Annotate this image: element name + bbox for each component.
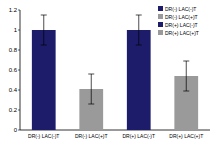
y-tick bbox=[18, 70, 20, 71]
marks bbox=[32, 15, 198, 130]
legend-swatch bbox=[158, 14, 163, 19]
y-tick bbox=[18, 50, 20, 51]
chart: 00.20.40.60.811.2DR(-) LAC(-)TDR(-) LAC(… bbox=[0, 0, 215, 150]
error-cap bbox=[136, 15, 142, 16]
error-line bbox=[43, 15, 44, 45]
error-cap bbox=[136, 45, 142, 46]
legend-label: DR(+) LAC(+)T bbox=[165, 30, 199, 36]
legend-swatch bbox=[158, 30, 163, 35]
y-tick-label: 0.6 bbox=[9, 67, 18, 73]
legend-label: DR(-) LAC(+)T bbox=[165, 14, 198, 20]
error-bar bbox=[183, 61, 189, 91]
chart-root: 00.20.40.60.811.2DR(-) LAC(-)TDR(-) LAC(… bbox=[0, 0, 215, 150]
y-tick bbox=[18, 30, 20, 31]
error-bar bbox=[88, 74, 94, 104]
error-bar bbox=[136, 15, 142, 45]
error-line bbox=[91, 74, 92, 104]
y-tick bbox=[18, 130, 20, 131]
y-tick bbox=[18, 10, 20, 11]
error-line bbox=[186, 61, 187, 91]
bar bbox=[127, 30, 151, 130]
x-tick-label: DR(+) LAC(+)T bbox=[169, 133, 203, 139]
y-tick-label: 1.2 bbox=[9, 7, 18, 13]
error-cap bbox=[41, 45, 47, 46]
y-tick-label: 1 bbox=[14, 27, 18, 33]
y-tick bbox=[18, 90, 20, 91]
y-tick-label: 0.2 bbox=[9, 107, 18, 113]
legend: DR(-) LAC(-)T DR(-) LAC(+)T DR(+) LAC(-)T D… bbox=[156, 4, 208, 39]
y-tick-label: 0 bbox=[14, 127, 18, 133]
legend-box bbox=[156, 4, 208, 39]
error-cap bbox=[183, 61, 189, 62]
y-tick bbox=[18, 110, 20, 111]
legend-label: DR(-) LAC(-)T bbox=[165, 6, 196, 12]
legend-swatch bbox=[158, 6, 163, 11]
y-tick-label: 0.8 bbox=[9, 47, 18, 53]
bar bbox=[32, 30, 56, 130]
legend-swatch bbox=[158, 22, 163, 27]
error-bar bbox=[41, 15, 47, 45]
x-tick-label: DR(-) LAC(+)T bbox=[75, 133, 108, 139]
y-tick-label: 0.4 bbox=[9, 87, 18, 93]
x-tick-label: DR(+) LAC(-)T bbox=[122, 133, 155, 139]
error-cap bbox=[88, 74, 94, 75]
x-tick-label: DR(-) LAC(-)T bbox=[28, 133, 59, 139]
error-line bbox=[138, 15, 139, 45]
error-cap bbox=[88, 104, 94, 105]
error-cap bbox=[41, 15, 47, 16]
legend-label: DR(+) LAC(-)T bbox=[165, 22, 198, 28]
error-cap bbox=[183, 91, 189, 92]
